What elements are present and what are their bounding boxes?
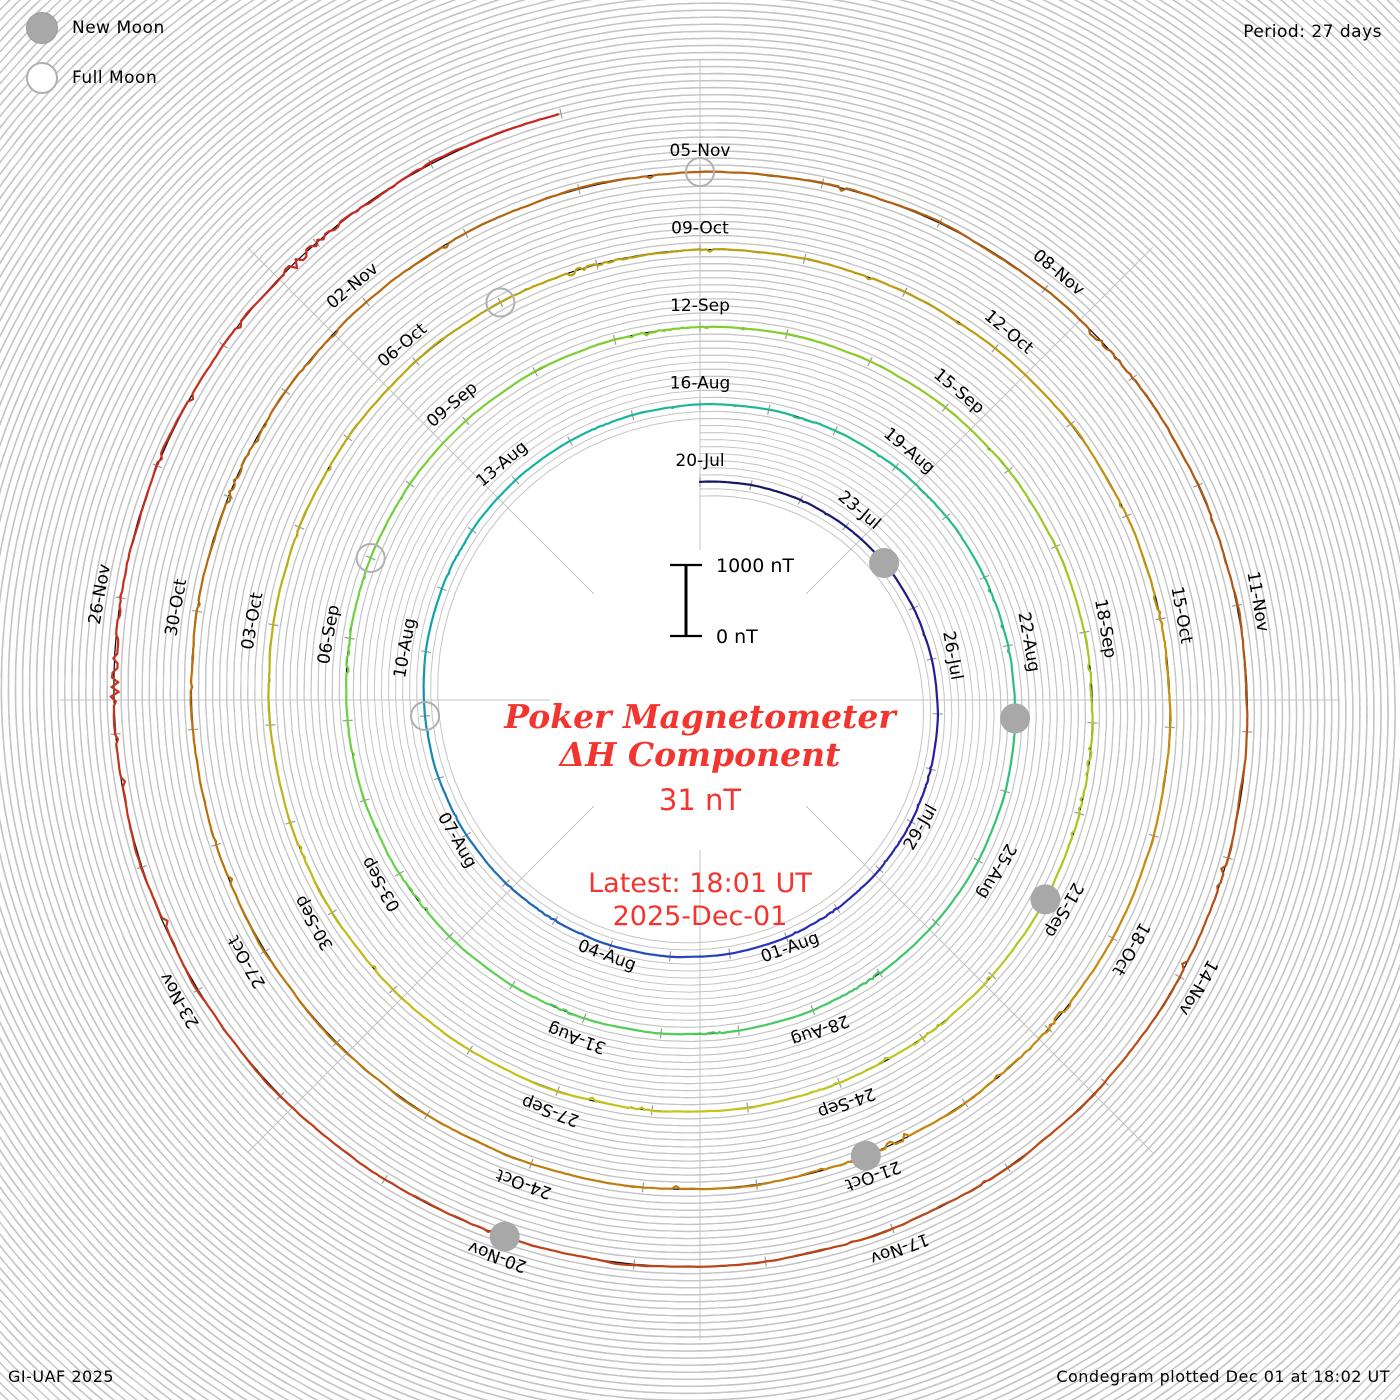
- new-moon-marker: [1000, 703, 1031, 734]
- center-latest-date: 2025-Dec-01: [613, 901, 788, 932]
- new-moon-marker: [869, 547, 900, 578]
- scale-bar: 1000 nT 0 nT: [670, 555, 794, 648]
- center-title-line1: Poker Magnetometer: [503, 697, 898, 736]
- footer-plot-time: Condegram plotted Dec 01 at 18:02 UT: [1056, 1367, 1390, 1386]
- date-label: 29-Jul: [900, 801, 942, 854]
- date-label: 20-Jul: [675, 451, 724, 471]
- scale-bottom-label: 0 nT: [716, 626, 758, 648]
- date-label: 09-Oct: [671, 219, 729, 239]
- radial-spokes: [60, 60, 1340, 1340]
- legend-new-moon: New Moon: [26, 12, 165, 44]
- new-moon-marker: [489, 1221, 520, 1252]
- date-label: 12-Sep: [670, 296, 730, 316]
- date-label: 05-Nov: [670, 141, 731, 161]
- period-label: Period: 27 days: [1243, 22, 1382, 42]
- magnetometer-traces: [109, 113, 1249, 1268]
- date-label: 24-Oct: [493, 1164, 554, 1203]
- full-moon-marker: [685, 157, 715, 187]
- legend-full-moon: Full Moon: [26, 62, 157, 94]
- date-label: 23-Jul: [834, 487, 885, 534]
- scale-top-label: 1000 nT: [716, 555, 794, 577]
- moon-phase-markers: [355, 157, 1061, 1252]
- date-label: 07-Aug: [433, 809, 481, 871]
- full-moon-marker: [485, 287, 516, 318]
- full-moon-marker: [355, 542, 386, 573]
- new-moon-icon: [26, 12, 58, 44]
- date-label: 27-Sep: [519, 1091, 582, 1130]
- center-latest-time: Latest: 18:01 UT: [588, 868, 812, 899]
- date-label: 04-Aug: [575, 936, 639, 976]
- center-title-line2: ΔH Component: [558, 735, 841, 774]
- full-moon-icon: [26, 62, 58, 94]
- center-value: 31 nT: [659, 783, 741, 817]
- date-label: 16-Aug: [670, 374, 731, 394]
- new-moon-marker: [1030, 884, 1061, 915]
- footer-credit: GI-UAF 2025: [8, 1367, 115, 1386]
- full-moon-marker: [410, 701, 441, 732]
- date-label: 01-Aug: [758, 928, 822, 968]
- new-moon-marker: [850, 1140, 881, 1171]
- date-label: 25-Aug: [973, 840, 1021, 902]
- legend-new-moon-label: New Moon: [72, 18, 165, 38]
- center-annotation: Poker Magnetometer ΔH Component 31 nT La…: [503, 697, 898, 932]
- legend-full-moon-label: Full Moon: [72, 68, 158, 88]
